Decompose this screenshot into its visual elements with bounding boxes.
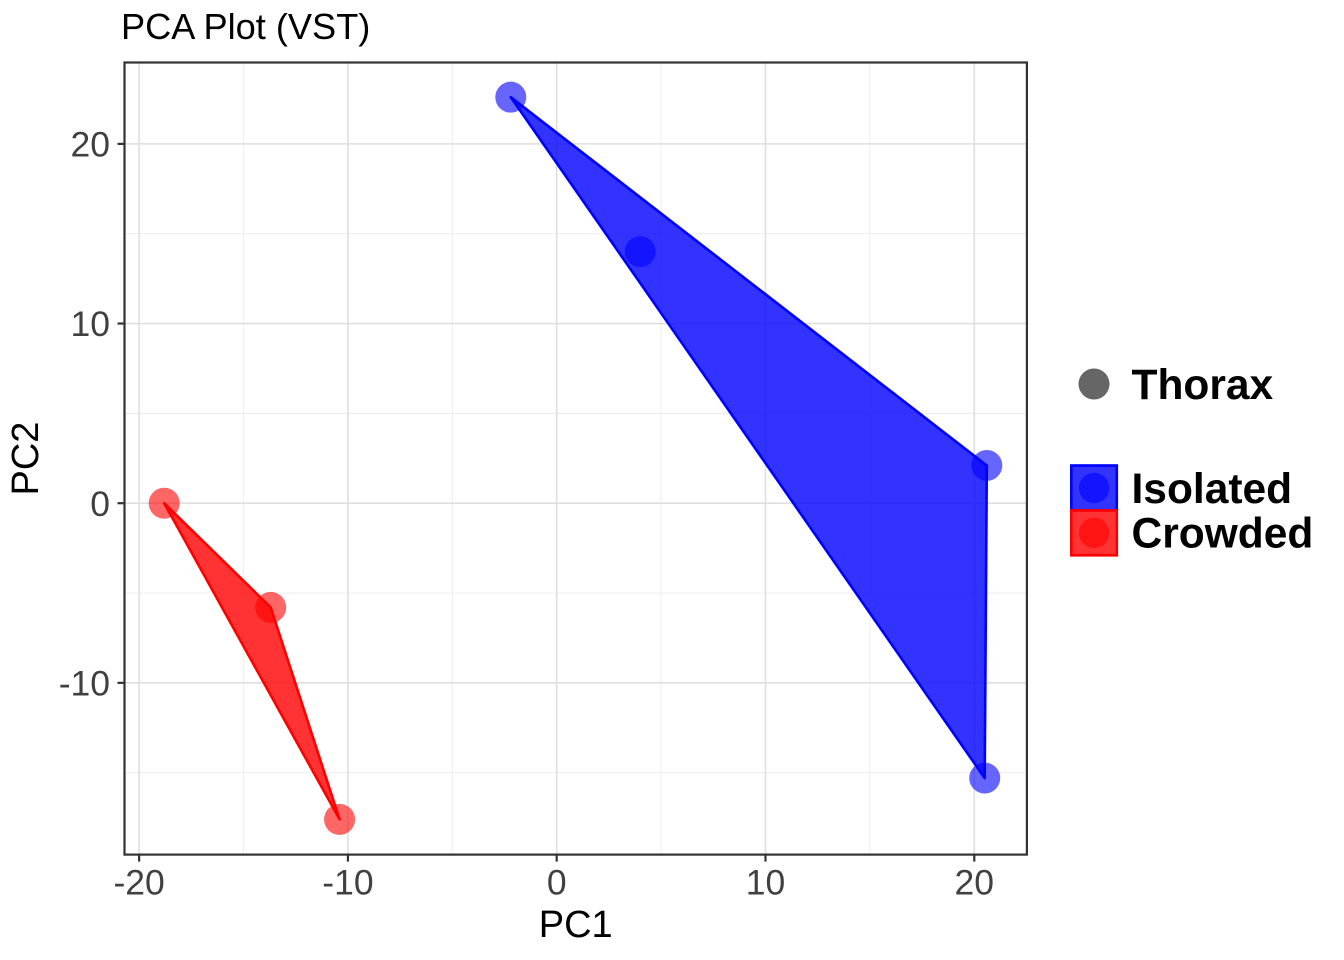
- data-layer: [148, 81, 1003, 835]
- x-axis-title: PC1: [539, 904, 613, 946]
- plot-title: PCA Plot (VST): [121, 6, 370, 47]
- y-tick-label: 0: [90, 484, 110, 524]
- x-tick-label: 0: [547, 863, 567, 903]
- x-tick-label: 10: [746, 863, 786, 903]
- legend-label-thorax: Thorax: [1132, 362, 1274, 409]
- legend-key-thorax-point: [1078, 368, 1110, 400]
- panel-border: [123, 61, 1029, 856]
- legend-key-isolated-point: [1078, 472, 1110, 504]
- legend-key-crowded-point: [1078, 517, 1110, 549]
- hull-crowded: [162, 501, 341, 821]
- hull-isolated: [509, 95, 989, 780]
- legend: [1070, 368, 1119, 557]
- x-tick-label: 20: [955, 863, 995, 903]
- x-tick-label: -10: [322, 863, 373, 903]
- legend-label-isolated: Isolated: [1132, 466, 1293, 513]
- gridlines: [124, 62, 1027, 855]
- y-tick-label: 10: [71, 304, 111, 344]
- y-tick-label: 20: [71, 124, 111, 164]
- legend-label-crowded: Crowded: [1132, 511, 1314, 558]
- y-tick-label: -10: [59, 663, 110, 703]
- x-tick-label: -20: [113, 863, 164, 903]
- y-axis-title: PC2: [5, 422, 47, 496]
- axis-ticks: [117, 142, 976, 862]
